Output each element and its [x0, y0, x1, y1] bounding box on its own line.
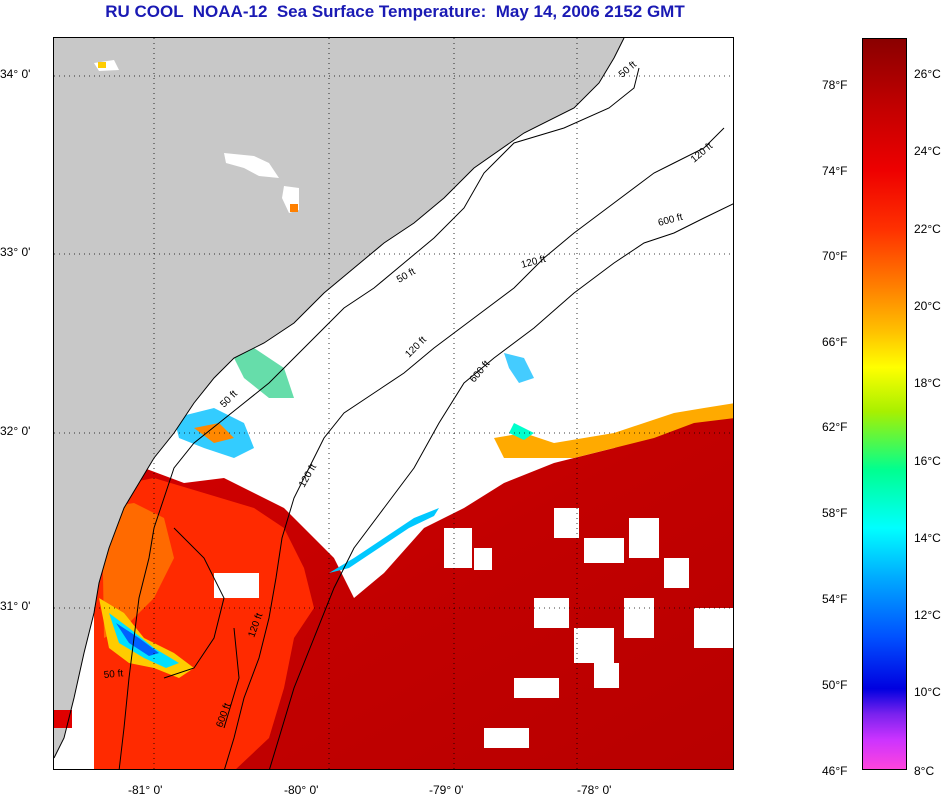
lon-label: -78° 0' — [577, 783, 612, 797]
lon-label: -79° 0' — [429, 783, 464, 797]
lat-label: 33° 0' — [0, 245, 31, 259]
isobath-label: 600 ft — [657, 212, 684, 229]
isobath-label: 50 ft — [103, 668, 124, 681]
cloud-speckles — [214, 508, 733, 748]
colorbar-c-label: 18°C — [914, 376, 941, 390]
lon-label: -80° 0' — [284, 783, 319, 797]
colorbar-c-label: 20°C — [914, 299, 941, 313]
land-region — [54, 38, 624, 758]
colorbar-f-label: 66°F — [822, 335, 848, 349]
isobath-label: 50 ft — [617, 59, 639, 80]
lat-label: 34° 0' — [0, 67, 31, 81]
lat-label: 31° 0' — [0, 599, 31, 613]
colorbar-f-label: 70°F — [822, 249, 848, 263]
isobaths — [118, 67, 733, 769]
isobath-label: 120 ft — [403, 334, 429, 360]
inner-shelf-orange — [102, 503, 174, 638]
colorbar-c-label: 16°C — [914, 454, 941, 468]
colorbar-c-label: 12°C — [914, 608, 941, 622]
chart-title: RU COOL NOAA-12 Sea Surface Temperature:… — [105, 2, 685, 21]
colorbar-f-label: 46°F — [822, 764, 848, 778]
colorbar-f-label: 54°F — [822, 592, 848, 606]
colorbar-c-label: 10°C — [914, 685, 941, 699]
sst-map: 50 ft 50 ft 50 ft 50 ft 120 ft 120 ft 12… — [53, 37, 734, 770]
colorbar-c-label: 14°C — [914, 531, 941, 545]
isobath-label: 120 ft — [297, 462, 319, 489]
colorbar-c-label: 22°C — [914, 222, 941, 236]
isobath-label: 120 ft — [689, 141, 715, 166]
colorbar-f-label: 78°F — [822, 78, 848, 92]
isobath-label: 50 ft — [395, 266, 418, 285]
colorbar-f-label: 62°F — [822, 420, 848, 434]
coastline — [54, 38, 625, 759]
colorbar-c-label: 26°C — [914, 67, 941, 81]
thermal-front — [329, 508, 439, 573]
graticule — [54, 38, 733, 769]
colorbar-f-label: 58°F — [822, 506, 848, 520]
lat-label: 32° 0' — [0, 424, 31, 438]
lon-label: -81° 0' — [128, 783, 163, 797]
colorbar-c-label: 8°C — [914, 764, 935, 778]
colorbar-f-label: 74°F — [822, 164, 848, 178]
isobath-label: 50 ft — [218, 388, 240, 410]
temperature-colorbar — [862, 38, 907, 770]
colorbar-c-label: 24°C — [914, 144, 941, 158]
colorbar-f-label: 50°F — [822, 678, 848, 692]
